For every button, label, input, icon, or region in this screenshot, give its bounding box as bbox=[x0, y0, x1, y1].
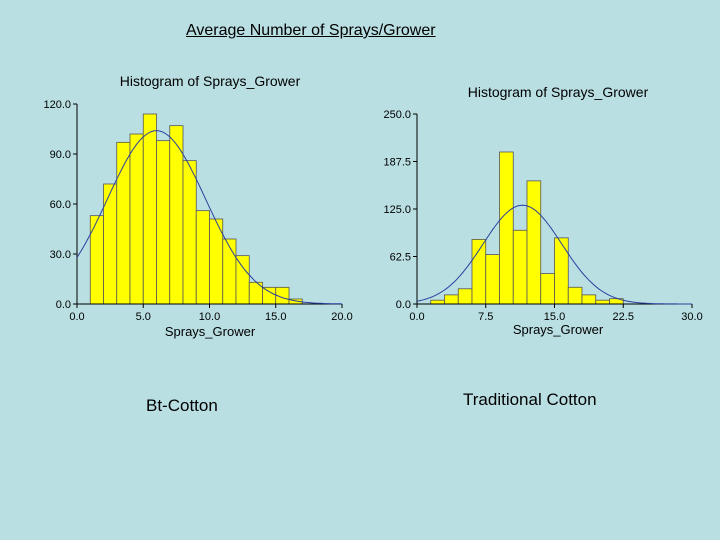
y-tick-label: 120.0 bbox=[43, 99, 71, 111]
x-tick-label: 10.0 bbox=[199, 311, 220, 323]
slide-title: Average Number of Sprays/Grower bbox=[186, 22, 436, 39]
x-tick-label: 0.0 bbox=[409, 311, 424, 323]
caption-traditional-cotton: Traditional Cotton bbox=[463, 390, 597, 409]
histogram-bar bbox=[457, 288, 473, 305]
histogram-bar bbox=[567, 286, 583, 305]
histogram-bar bbox=[581, 294, 597, 305]
x-axis-label: Sprays_Grower bbox=[165, 324, 256, 339]
histogram-bar bbox=[595, 299, 610, 305]
x-tick-label: 15.0 bbox=[544, 311, 565, 323]
x-tick-label: 0.0 bbox=[69, 311, 84, 323]
y-tick-label: 60.0 bbox=[50, 199, 71, 211]
x-tick-label: 7.5 bbox=[478, 311, 493, 323]
histogram-bar bbox=[444, 294, 459, 305]
histogram-bar bbox=[526, 180, 542, 305]
y-tick-label: 250.0 bbox=[383, 109, 411, 121]
y-tick-label: 125.0 bbox=[383, 204, 411, 216]
x-tick-label: 22.5 bbox=[613, 311, 634, 323]
fitted-normal-curve bbox=[76, 130, 343, 305]
x-tick-label: 20.0 bbox=[331, 311, 352, 323]
histogram-bar bbox=[540, 273, 555, 305]
y-tick-label: 62.5 bbox=[390, 252, 411, 264]
y-tick-label: 30.0 bbox=[50, 249, 71, 261]
histogram-bar bbox=[430, 299, 445, 305]
histogram-bar bbox=[512, 229, 528, 305]
y-tick-label: 0.0 bbox=[56, 299, 71, 311]
caption-bt-cotton: Bt-Cotton bbox=[146, 396, 218, 415]
chart-title: Histogram of Sprays_Grower bbox=[120, 73, 301, 89]
histogram-bar bbox=[471, 238, 487, 305]
x-tick-label: 15.0 bbox=[265, 311, 286, 323]
histogram-bar bbox=[485, 254, 500, 305]
histogram-bar bbox=[554, 237, 569, 305]
y-tick-label: 187.5 bbox=[383, 157, 411, 169]
chart-title: Histogram of Sprays_Grower bbox=[468, 84, 649, 100]
x-tick-label: 30.0 bbox=[681, 311, 702, 323]
histogram-bar bbox=[499, 151, 514, 305]
fitted-normal-curve bbox=[416, 204, 692, 305]
y-tick-label: 0.0 bbox=[396, 299, 411, 311]
y-tick-label: 90.0 bbox=[50, 149, 71, 161]
x-axis-label: Sprays_Grower bbox=[513, 322, 604, 337]
x-tick-label: 5.0 bbox=[136, 311, 151, 323]
